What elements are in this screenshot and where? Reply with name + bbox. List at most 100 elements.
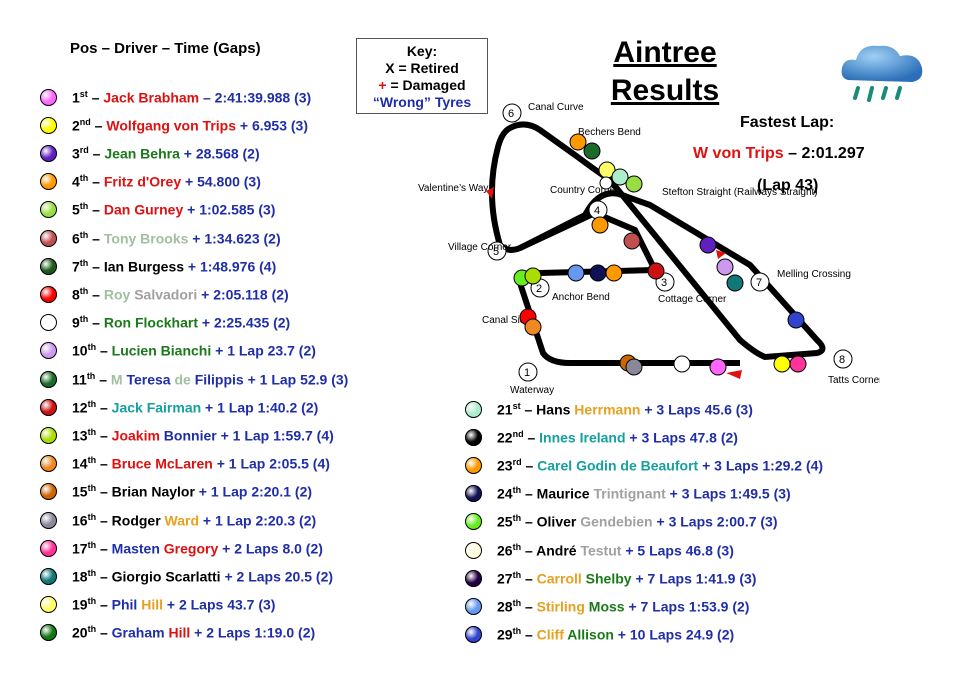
label-valentines-way: Valentine’s Way: [418, 183, 488, 194]
position: 25: [497, 514, 513, 531]
car-marker: [524, 318, 542, 336]
result-row: 5th – Dan Gurney + 1:02.585 (3): [40, 199, 275, 221]
result-part: Gregory: [163, 540, 219, 557]
result-part: + 5 Laps 46.8 (3): [621, 542, 734, 559]
turn-marker-7: [750, 272, 770, 292]
result-text: 12th – Jack Fairman + 1 Lap 1:40.2 (2): [72, 398, 319, 416]
position-suffix: th: [87, 624, 97, 635]
position-suffix: th: [512, 569, 522, 580]
result-part: Gendebien: [580, 514, 653, 531]
result-row: 18th – Giorgio Scarlatti + 2 Laps 20.5 (…: [40, 565, 333, 587]
direction-arrow: [726, 370, 742, 379]
result-text: 6th – Tony Brooks + 1:34.623 (2): [72, 229, 281, 247]
result-part: Stirling: [536, 598, 589, 615]
car-color-icon: [40, 173, 57, 191]
result-part: Bruce McLaren: [111, 455, 213, 472]
position-suffix: th: [79, 173, 89, 184]
position-suffix: th: [87, 342, 97, 353]
result-part: Graham: [111, 625, 169, 642]
key-retired: X = Retired: [385, 60, 459, 76]
result-part: Rodger: [111, 512, 165, 529]
car-marker: [589, 264, 607, 282]
car-color-icon: [40, 426, 57, 444]
car-color-icon: [465, 428, 482, 446]
position-suffix: st: [79, 88, 88, 99]
result-row: 17th – Masten Gregory + 2 Laps 8.0 (2): [40, 537, 323, 559]
result-row: 14th – Bruce McLaren + 1 Lap 2:05.5 (4): [40, 453, 330, 475]
car-marker: [647, 262, 665, 280]
result-part: Roy: [103, 286, 135, 303]
result-part: Teresa: [126, 371, 175, 388]
car-marker: [625, 175, 643, 193]
car-color-icon: [40, 314, 57, 332]
result-part: + 3 Laps 1:29.2 (4): [698, 457, 824, 474]
label-canal-side: Canal Side: [482, 315, 531, 326]
turn-number-6: 6: [508, 108, 514, 120]
result-part: Tony Brooks: [103, 230, 189, 247]
result-row: 4th – Fritz d'Orey + 54.800 (3): [40, 171, 261, 193]
result-part: + 1 Lap 52.9 (3): [243, 371, 349, 388]
result-part: + 1 Lap 23.7 (2): [211, 343, 316, 360]
position-suffix: th: [87, 483, 97, 494]
car-marker: [787, 311, 805, 329]
result-part: + 1:34.623 (2): [188, 230, 281, 247]
position: 18: [72, 568, 88, 585]
car-marker: [673, 355, 691, 373]
result-part: Jean Behra: [104, 145, 180, 162]
car-marker: [716, 258, 734, 276]
car-marker: [625, 358, 643, 376]
position: 16: [72, 512, 88, 529]
car-color-icon: [40, 455, 57, 473]
result-part: Bonnier: [163, 427, 217, 444]
label-cottage-corner: Cottage Corner: [658, 294, 727, 305]
result-part: M: [110, 371, 127, 388]
result-part: Fritz d'Orey: [103, 173, 182, 190]
result-part: – 2:41:39.988 (3): [199, 89, 312, 106]
result-text: 17th – Masten Gregory + 2 Laps 8.0 (2): [72, 539, 323, 557]
track-car-markers: [513, 133, 807, 376]
label-country-corner: Country Corner: [550, 185, 619, 196]
result-part: + 1 Lap 2:20.3 (2): [199, 512, 317, 529]
result-part: Jack Brabham: [103, 89, 200, 106]
position-suffix: th: [79, 229, 89, 240]
result-text: 28th – Stirling Moss + 7 Laps 1:53.9 (2): [497, 598, 750, 615]
result-text: 25th – Oliver Gendebien + 3 Laps 2:00.7 …: [497, 513, 778, 531]
result-row: 10th – Lucien Bianchi + 1 Lap 23.7 (2): [40, 340, 316, 362]
car-color-icon: [40, 116, 57, 134]
result-part: Ward: [164, 512, 200, 529]
car-color-icon: [465, 597, 482, 615]
result-text: 10th – Lucien Bianchi + 1 Lap 23.7 (2): [72, 342, 316, 360]
result-row: 9th – Ron Flockhart + 2:25.435 (2): [40, 312, 290, 334]
position: 7: [72, 258, 80, 275]
key-damaged: + = Damaged: [357, 77, 487, 94]
result-part: Testut: [580, 542, 622, 559]
position: 1: [72, 89, 80, 106]
result-part: Filippis: [194, 371, 244, 388]
result-row: 21st – Hans Herrmann + 3 Laps 45.6 (3): [465, 398, 753, 420]
car-marker: [567, 264, 585, 282]
result-row: 19th – Phil Hill + 2 Laps 43.7 (3): [40, 594, 275, 616]
position: 5: [72, 202, 80, 219]
position: 24: [497, 485, 513, 502]
car-marker: [623, 232, 641, 250]
result-text: 8th – Roy Salvadori + 2:05.118 (2): [72, 286, 289, 303]
position-suffix: th: [86, 370, 96, 381]
turn-marker-8: [833, 349, 853, 369]
position: 23: [497, 457, 513, 474]
car-color-icon: [40, 539, 57, 557]
car-color-icon: [40, 483, 57, 501]
result-row: 25th – Oliver Gendebien + 3 Laps 2:00.7 …: [465, 511, 778, 533]
position-suffix: th: [512, 513, 522, 524]
result-part: Hill: [141, 596, 163, 613]
result-row: 13th – Joakim Bonnier + 1 Lap 1:59.7 (4): [40, 424, 334, 446]
result-part: + 2 Laps 1:19.0 (2): [190, 625, 316, 642]
result-text: 11th – M Teresa de Filippis + 1 Lap 52.9…: [72, 370, 349, 388]
position: 27: [497, 570, 513, 587]
result-text: 23rd – Carel Godin de Beaufort + 3 Laps …: [497, 457, 824, 474]
turn-number-8: 8: [839, 354, 845, 366]
position: 22: [497, 429, 513, 446]
result-part: + 7 Laps 1:53.9 (2): [624, 598, 750, 615]
result-part: Ron Flockhart: [103, 314, 198, 331]
position-suffix: nd: [512, 428, 524, 439]
position: 29: [497, 626, 513, 643]
